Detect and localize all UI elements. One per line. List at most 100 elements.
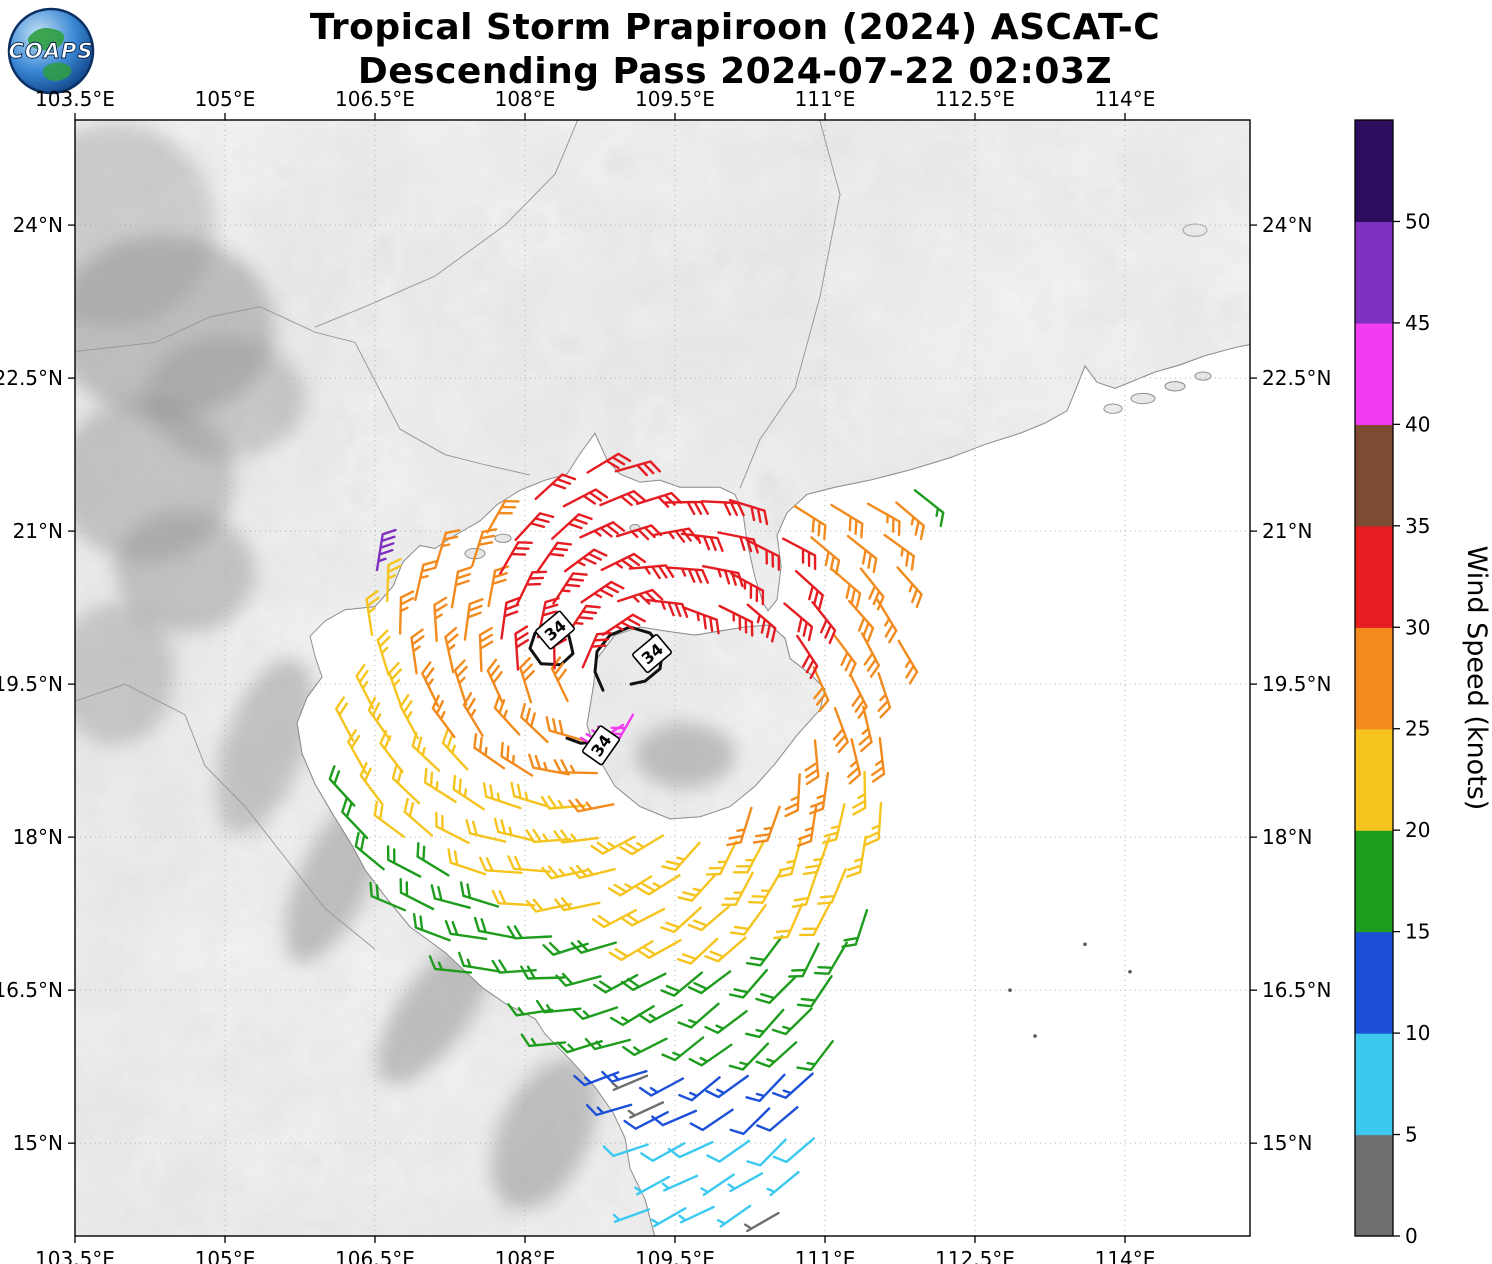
colorbar-segment (1355, 1134, 1393, 1237)
wind-barb (435, 811, 470, 844)
wind-barb (510, 781, 550, 808)
wind-barb (726, 806, 753, 847)
colorbar-segment (1355, 424, 1393, 527)
wind-barb (858, 705, 873, 753)
wind-barb (729, 1107, 771, 1135)
colorbar-segment (1355, 728, 1393, 831)
wind-barb (794, 569, 824, 610)
wind-barb (450, 566, 472, 609)
wind-barb (499, 541, 533, 575)
wind-barb (482, 782, 522, 810)
wind-barb (706, 1139, 751, 1163)
wind-barb (410, 628, 425, 675)
colorbar-tick-label: 15 (1405, 920, 1430, 944)
wind-barb (860, 632, 880, 678)
wind-barb (391, 764, 421, 805)
wind-barb (601, 613, 646, 636)
wind-barb (730, 572, 765, 606)
wind-barb (627, 1101, 665, 1119)
y-tick-label-left: 22.5°N (0, 366, 63, 390)
globe-continent-south (43, 62, 72, 81)
y-tick-label-right: 15°N (1262, 1131, 1312, 1155)
wind-barb (493, 694, 521, 736)
wind-barb (660, 971, 704, 997)
wind-barb (570, 939, 617, 954)
wind-barb (479, 856, 523, 874)
wind-barb (600, 552, 647, 572)
plot-frame (74, 119, 1251, 1237)
y-tick-label-left: 15°N (13, 1131, 63, 1155)
wind-barb (458, 951, 501, 973)
wind-barb (832, 633, 857, 677)
colorbar-segment (1355, 830, 1393, 933)
wind-barb (744, 1211, 780, 1233)
wind-barb (849, 673, 868, 719)
wind-barb (705, 840, 738, 876)
y-tick-label-right: 22.5°N (1262, 366, 1332, 390)
wind-barb (375, 528, 397, 572)
wind-barb (622, 1037, 668, 1057)
wind-barb (809, 771, 830, 815)
wind-barb (354, 831, 385, 871)
wind-barb (615, 524, 663, 541)
wind-barb (486, 499, 520, 534)
wind-barb (355, 663, 375, 710)
wind-barb (865, 801, 883, 846)
wind-barb (645, 598, 689, 618)
figure-title: Tropical Storm Prapiroon (2024) ASCAT-C (309, 7, 1161, 48)
wind-barb (847, 738, 862, 785)
figure-titles: Tropical Storm Prapiroon (2024) ASCAT-C … (0, 6, 1470, 94)
wind-barb (453, 659, 468, 706)
wind-barb (859, 567, 885, 611)
wind-barb (412, 913, 451, 942)
wind-barb (611, 1074, 649, 1091)
wind-barb (729, 904, 767, 936)
wind-barb (403, 797, 434, 837)
wind-barb (796, 975, 833, 1008)
wind-barb (602, 1143, 649, 1158)
colorbar-tick-label: 0 (1405, 1224, 1418, 1248)
wind-barb (688, 1043, 733, 1067)
wind-barb (676, 937, 719, 965)
wind-barb (728, 969, 768, 999)
wind-barb (473, 916, 516, 939)
wind-barb (680, 532, 724, 552)
wind-barb (677, 872, 718, 902)
wind-barb (782, 537, 817, 571)
wind-barb (876, 598, 898, 644)
wind-barb (772, 1072, 814, 1099)
wind-barb (637, 1003, 683, 1024)
colorbar-axis-label: Wind Speed (knots) (1461, 546, 1492, 811)
colorbar-tick-label: 10 (1405, 1021, 1430, 1045)
wind-barb (813, 941, 848, 975)
wind-barb (681, 606, 720, 635)
colorbar-segment (1355, 627, 1393, 730)
wind-barb (619, 907, 666, 927)
wind-barb (728, 498, 769, 526)
wind-barb (804, 739, 820, 786)
wind-barb (534, 473, 577, 501)
wind-barb (721, 871, 754, 906)
colorbar-tick-label: 30 (1405, 615, 1430, 639)
wind-barb (705, 1074, 749, 1099)
y-tick-label-left: 18°N (13, 825, 63, 849)
colorbar-segment (1355, 931, 1393, 1034)
colorbar-tick-label: 35 (1405, 514, 1430, 538)
wind-barb (799, 901, 832, 937)
wind-barb (811, 601, 837, 645)
y-tick-label-right: 19.5°N (1262, 672, 1332, 696)
wind-barb (745, 935, 784, 967)
wind-barb (599, 490, 646, 507)
colorbar-tick-label: 25 (1405, 717, 1430, 741)
coaps-logo: COAPS (6, 6, 96, 96)
x-tick-label-top: 108°E (495, 87, 556, 111)
wind-barb (895, 501, 925, 541)
wind-barb (473, 733, 506, 770)
wind-barb (462, 692, 484, 737)
colorbar-segment (1355, 221, 1393, 324)
wind-barb (341, 797, 369, 840)
wind-barb (500, 596, 521, 640)
wind-barb (812, 666, 830, 712)
wind-barb (514, 625, 530, 671)
